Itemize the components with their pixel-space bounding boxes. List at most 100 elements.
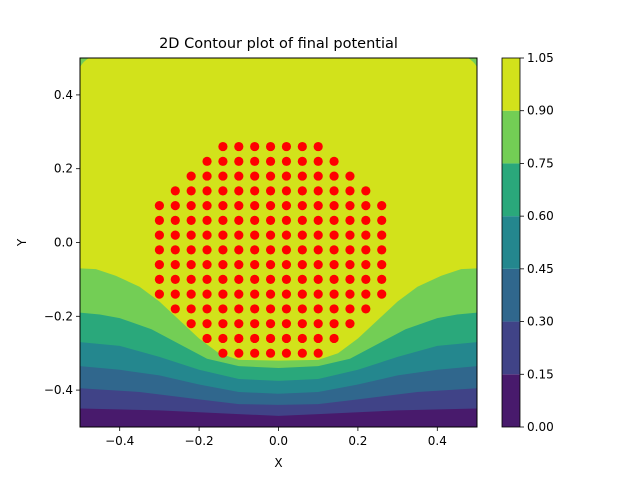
scatter-point bbox=[234, 333, 244, 344]
scatter-point bbox=[329, 274, 339, 284]
scatter-point bbox=[297, 186, 307, 196]
scatter-point bbox=[281, 289, 292, 299]
scatter-point bbox=[234, 156, 244, 166]
y-tick-label: 0.2 bbox=[54, 162, 73, 176]
scatter-point bbox=[265, 319, 276, 329]
colorbar-tick-label: 0.60 bbox=[527, 209, 554, 223]
scatter-point bbox=[234, 215, 244, 225]
colorbar-tick-label: 0.75 bbox=[527, 156, 554, 170]
scatter-point bbox=[250, 260, 260, 270]
scatter-point bbox=[345, 171, 355, 181]
colorbar-tick-label: 1.05 bbox=[527, 51, 554, 65]
scatter-point bbox=[361, 186, 371, 196]
corner-low-top-left bbox=[80, 58, 89, 67]
scatter-point bbox=[265, 274, 276, 284]
scatter-point bbox=[313, 245, 323, 255]
scatter-point bbox=[186, 274, 196, 284]
scatter-point bbox=[313, 274, 323, 284]
scatter-point bbox=[313, 304, 323, 314]
scatter-point bbox=[234, 171, 244, 181]
y-tick-label: 0.0 bbox=[54, 236, 73, 250]
scatter-point bbox=[345, 274, 355, 284]
scatter-point bbox=[265, 171, 276, 181]
scatter-point bbox=[154, 215, 164, 225]
scatter-point bbox=[265, 201, 276, 211]
scatter-point bbox=[281, 333, 292, 344]
scatter-point bbox=[218, 319, 228, 329]
scatter-point bbox=[154, 260, 164, 270]
scatter-point bbox=[234, 289, 244, 299]
scatter-point bbox=[297, 260, 307, 270]
scatter-point bbox=[202, 274, 212, 284]
scatter-point bbox=[218, 156, 228, 166]
colorbar-frame bbox=[501, 57, 521, 428]
scatter-point bbox=[250, 304, 260, 314]
colorbar-segment bbox=[502, 216, 520, 269]
y-axis-label: Y bbox=[15, 238, 29, 247]
colorbar-segment bbox=[502, 321, 520, 375]
scatter-point bbox=[377, 289, 387, 299]
x-tick-label: 0.0 bbox=[269, 434, 288, 448]
scatter-point bbox=[170, 201, 180, 211]
colorbar-tick-label: 0.90 bbox=[527, 104, 554, 118]
y-tick-label: −0.4 bbox=[44, 383, 73, 397]
scatter-point bbox=[186, 171, 196, 181]
scatter-point bbox=[250, 141, 260, 152]
scatter-point bbox=[234, 348, 244, 358]
scatter-point bbox=[202, 156, 212, 166]
scatter-point bbox=[186, 289, 196, 299]
scatter-point bbox=[265, 304, 276, 314]
colorbar-segment bbox=[502, 374, 520, 427]
scatter-point bbox=[329, 289, 339, 299]
scatter-point bbox=[218, 215, 228, 225]
scatter-point bbox=[250, 186, 260, 196]
scatter-point bbox=[234, 141, 244, 152]
colorbar-tick-label: 0.00 bbox=[527, 420, 554, 434]
scatter-point bbox=[329, 304, 339, 314]
scatter-point bbox=[265, 260, 276, 270]
scatter-point bbox=[218, 245, 228, 255]
scatter-point bbox=[265, 333, 276, 344]
scatter-point bbox=[361, 260, 371, 270]
scatter-point bbox=[234, 274, 244, 284]
scatter-point bbox=[234, 260, 244, 270]
colorbar-segment bbox=[502, 58, 520, 111]
x-tick-label: −0.4 bbox=[105, 434, 134, 448]
scatter-point bbox=[281, 245, 292, 255]
scatter-point bbox=[234, 319, 244, 329]
scatter-point bbox=[297, 319, 307, 329]
scatter-point bbox=[345, 319, 355, 329]
scatter-point bbox=[361, 201, 371, 211]
scatter-point bbox=[202, 260, 212, 270]
scatter-point bbox=[345, 215, 355, 225]
scatter-point bbox=[234, 230, 244, 240]
scatter-point bbox=[345, 186, 355, 196]
scatter-point bbox=[202, 201, 212, 211]
scatter-point bbox=[281, 141, 292, 152]
scatter-point bbox=[313, 230, 323, 240]
scatter-point bbox=[202, 215, 212, 225]
scatter-point bbox=[361, 215, 371, 225]
y-axis: −0.4 −0.2 0.0 0.2 0.4 bbox=[44, 88, 80, 397]
scatter-point bbox=[297, 215, 307, 225]
scatter-points bbox=[154, 141, 387, 358]
scatter-point bbox=[154, 230, 164, 240]
colorbar-segment bbox=[502, 163, 520, 217]
scatter-point bbox=[281, 319, 292, 329]
scatter-point bbox=[170, 274, 180, 284]
scatter-point bbox=[186, 245, 196, 255]
x-tick-label: 0.4 bbox=[428, 434, 447, 448]
scatter-point bbox=[313, 201, 323, 211]
scatter-point bbox=[218, 274, 228, 284]
scatter-point bbox=[345, 289, 355, 299]
colorbar-segment bbox=[502, 268, 520, 322]
scatter-point bbox=[345, 245, 355, 255]
scatter-point bbox=[218, 260, 228, 270]
scatter-point bbox=[377, 201, 387, 211]
scatter-point bbox=[377, 230, 387, 240]
corner-low-top-right bbox=[468, 58, 477, 67]
scatter-point bbox=[154, 274, 164, 284]
scatter-point bbox=[170, 245, 180, 255]
scatter-point bbox=[361, 304, 371, 314]
